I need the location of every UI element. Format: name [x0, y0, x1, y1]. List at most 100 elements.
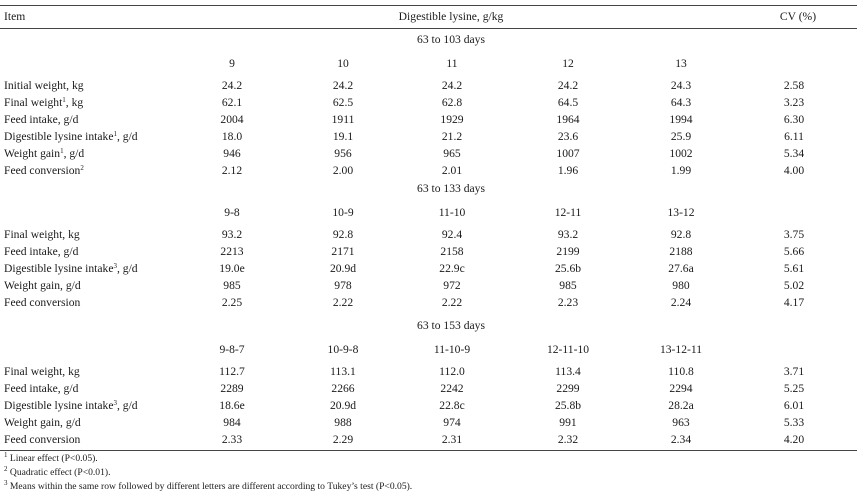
table-cell: 978	[334, 279, 352, 292]
period-label: 63 to 133 days	[417, 182, 485, 195]
period-label: 63 to 103 days	[417, 33, 485, 46]
table-cell: 28.2a	[668, 399, 694, 412]
table-cell: 62.1	[221, 96, 243, 109]
row-label-text: Weight gain, g/d	[4, 279, 81, 292]
table-cell: 2.25	[221, 296, 243, 309]
item-column-header: Item	[4, 10, 26, 23]
table-cell: 2.12	[221, 164, 243, 177]
cv-cell: 6.11	[784, 130, 804, 143]
cv-cell: 5.66	[783, 245, 805, 258]
cv-cell: 5.02	[783, 279, 805, 292]
table-cell: 22.8c	[439, 399, 465, 412]
table-cell: 24.2	[441, 79, 463, 92]
table-cell: 24.2	[557, 79, 579, 92]
row-label: Final weight1, kg	[4, 96, 83, 110]
table-cell: 20.9d	[329, 399, 357, 412]
row-label-unit: , g/d	[116, 130, 138, 143]
row-label: Weight gain1, g/d	[4, 147, 84, 161]
cv-cell: 5.34	[783, 147, 805, 160]
table-cell: 1911	[331, 113, 355, 126]
footnote-marker: 3	[4, 479, 8, 487]
row-label-text: Feed conversion	[4, 296, 81, 309]
table-cell: 93.2	[557, 228, 579, 241]
row-label: Feed intake, g/d	[4, 245, 78, 259]
lysine-level-header: 10-9	[332, 206, 354, 219]
row-label: Initial weight, kg	[4, 79, 84, 93]
footnote-marker: 1	[4, 451, 8, 459]
table-cell: 112.0	[439, 365, 465, 378]
table-cell: 64.5	[557, 96, 579, 109]
table-cell: 19.1	[332, 130, 354, 143]
footnote-text: Linear effect (P<0.05).	[7, 453, 98, 464]
lysine-level-header: 12-11	[554, 206, 582, 219]
table-cell: 1929	[440, 113, 464, 126]
table-cell: 2.23	[557, 296, 579, 309]
row-label: Digestible lysine intake3, g/d	[4, 262, 138, 276]
row-label-text: Digestible lysine intake	[4, 399, 114, 412]
table-cell: 2.32	[557, 433, 579, 446]
row-label-unit: , kg	[65, 96, 84, 109]
row-label-text: Feed conversion	[4, 164, 81, 177]
table-cell: 2266	[331, 382, 355, 395]
cv-cell: 4.20	[783, 433, 805, 446]
cv-cell: 5.61	[783, 262, 805, 275]
footnote-text: Quadratic effect (P<0.01).	[7, 467, 111, 478]
table-cell: 2188	[669, 245, 693, 258]
table-cell: 2299	[556, 382, 580, 395]
lysine-level-header: 11-10	[438, 206, 466, 219]
footnote: 2 Quadratic effect (P<0.01).	[4, 465, 111, 479]
table-cell: 22.9c	[439, 262, 465, 275]
table-cell: 984	[223, 416, 241, 429]
row-label-text: Feed intake, g/d	[4, 245, 79, 258]
digestible-lysine-header: Digestible lysine, g/kg	[398, 10, 504, 23]
table-cell: 1994	[669, 113, 693, 126]
row-label: Feed conversion	[4, 296, 80, 310]
row-label: Feed intake, g/d	[4, 113, 78, 127]
lysine-level-header: 10-9-8	[327, 343, 359, 356]
table-cell: 2294	[669, 382, 693, 395]
lysine-level-header: 9	[229, 57, 235, 70]
cv-cell: 5.25	[783, 382, 805, 395]
table-cell: 988	[334, 416, 352, 429]
table-cell: 24.2	[221, 79, 243, 92]
table-cell: 991	[559, 416, 577, 429]
lysine-level-header: 11-10-9	[433, 343, 471, 356]
table-cell: 2.31	[441, 433, 463, 446]
table-cell: 1.96	[557, 164, 579, 177]
row-label: Feed intake, g/d	[4, 382, 78, 396]
table-cell: 2.33	[221, 433, 243, 446]
cv-cell: 3.71	[783, 365, 805, 378]
table-bottom-rule	[0, 450, 857, 451]
footnote-text: Means within the same row followed by di…	[7, 481, 413, 492]
lysine-level-header: 12-11-10	[546, 343, 590, 356]
footnote-marker: 2	[4, 465, 8, 473]
table-cell: 25.8b	[554, 399, 582, 412]
cv-cell: 3.75	[783, 228, 805, 241]
footnote: 3 Means within the same row followed by …	[4, 479, 413, 493]
table-cell: 25.9	[670, 130, 692, 143]
row-label-text: Digestible lysine intake	[4, 130, 114, 143]
table-cell: 2289	[220, 382, 244, 395]
table-cell: 2.00	[332, 164, 354, 177]
table-cell: 2171	[331, 245, 355, 258]
table-cell: 980	[672, 279, 690, 292]
row-label-text: Final weight, kg	[4, 228, 80, 241]
table-cell: 92.4	[441, 228, 463, 241]
table-cell: 1007	[556, 147, 580, 160]
row-label-text: Feed conversion	[4, 433, 81, 446]
table-cell: 62.8	[441, 96, 463, 109]
table-cell: 24.3	[670, 79, 692, 92]
table-cell: 2.34	[670, 433, 692, 446]
row-label-unit: , g/d	[63, 147, 85, 160]
table-cell: 2004	[220, 113, 244, 126]
cv-cell: 4.17	[783, 296, 805, 309]
cv-cell: 6.01	[783, 399, 805, 412]
row-label: Weight gain, g/d	[4, 416, 81, 430]
lysine-level-header: 11	[446, 57, 458, 70]
row-label: Final weight, kg	[4, 365, 80, 379]
header-bottom-rule	[0, 28, 857, 29]
table-cell: 24.2	[332, 79, 354, 92]
table-cell: 113.1	[330, 365, 356, 378]
row-label-text: Initial weight, kg	[4, 79, 84, 92]
